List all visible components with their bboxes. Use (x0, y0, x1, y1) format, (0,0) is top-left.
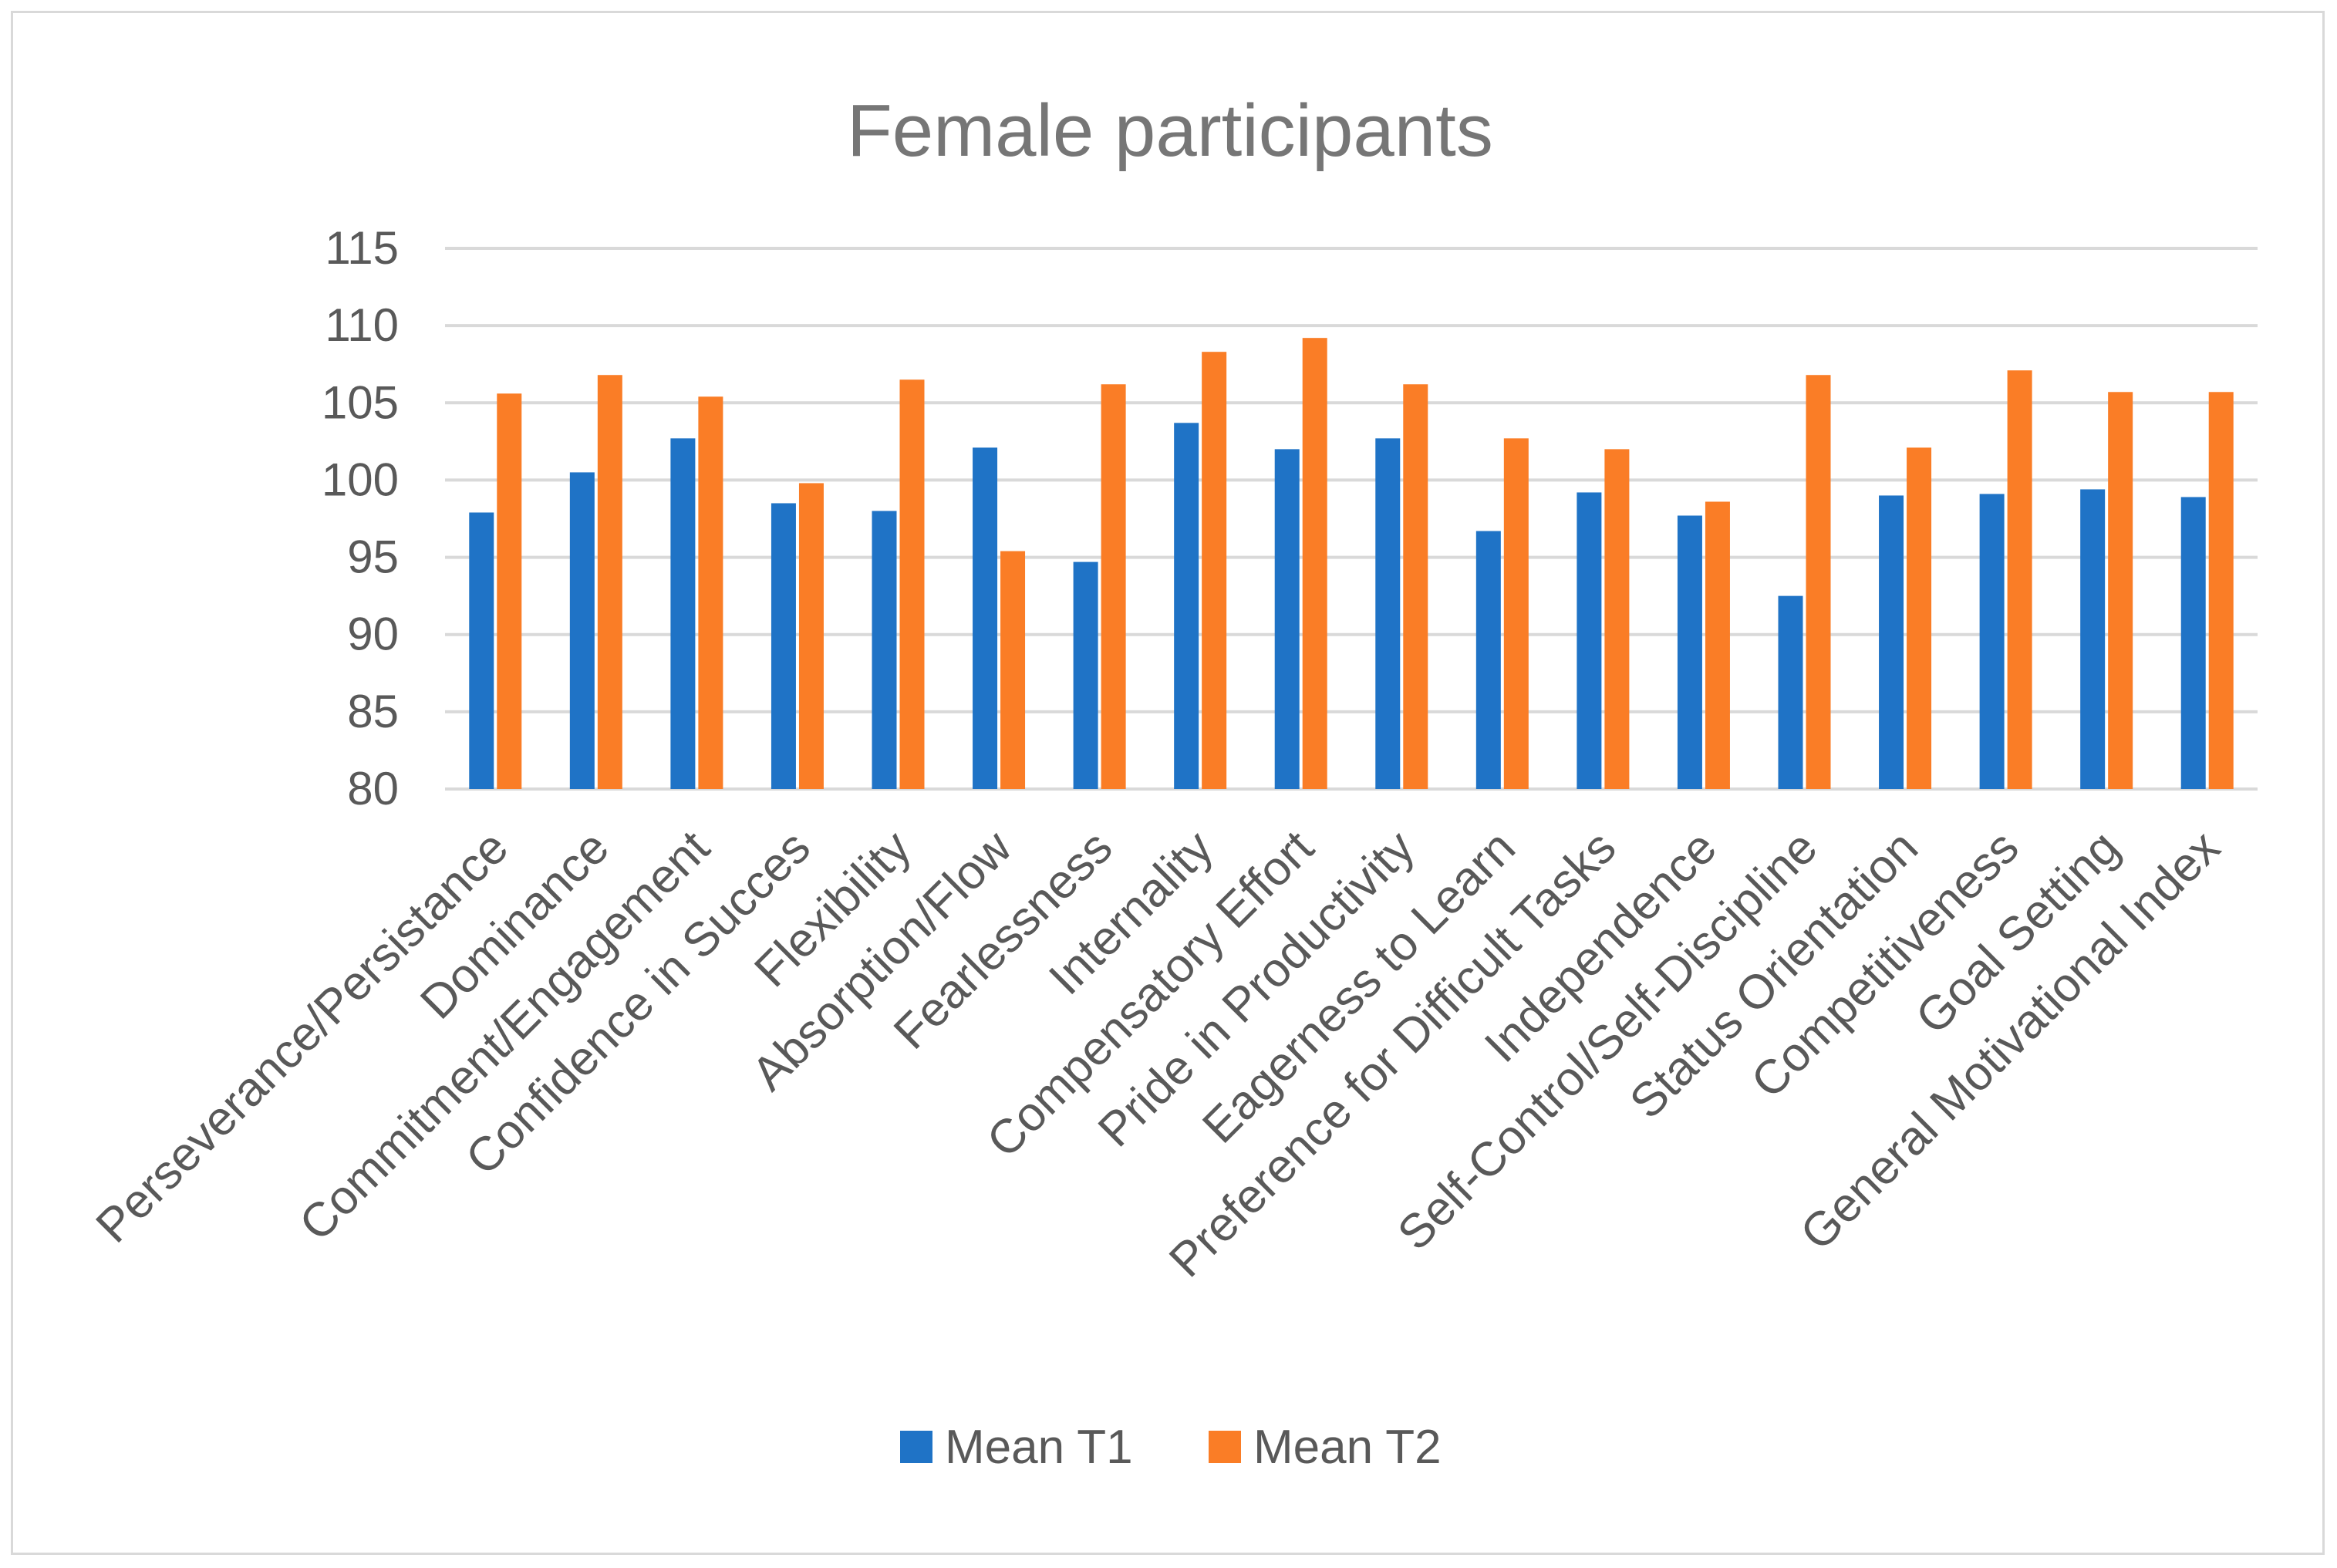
y-tick-label: 100 (322, 454, 399, 505)
bars (469, 338, 2234, 790)
bar-t2-16 (2108, 392, 2133, 789)
chart-title: Female participants (847, 89, 1493, 172)
bar-t2-11 (1604, 449, 1630, 789)
bar-t1-17 (2180, 497, 2206, 789)
bar-t1-9 (1375, 438, 1401, 789)
y-tick-label: 115 (325, 222, 399, 274)
y-tick-label: 105 (322, 376, 399, 428)
bar-t2-17 (2208, 392, 2234, 789)
bar-t2-13 (1806, 375, 1831, 790)
bar-t2-4 (899, 379, 925, 789)
bar-t1-16 (2080, 489, 2106, 789)
x-tick-label: Perseverance/Persistance (86, 821, 519, 1253)
y-tick-label: 80 (347, 763, 399, 814)
legend-label: Mean T2 (1253, 1421, 1442, 1474)
bar-t1-1 (569, 472, 595, 789)
bar-t2-12 (1705, 501, 1730, 789)
x-tick-label: Commitment/Engagement (289, 821, 720, 1251)
y-tick-label: 95 (347, 531, 399, 583)
bar-t1-12 (1677, 515, 1702, 789)
y-axis-ticks: 80 85 90 95 100 105 110 115 (322, 222, 399, 814)
legend-label: Mean T1 (945, 1421, 1133, 1474)
bar-t2-2 (698, 396, 723, 789)
bar-t2-14 (1907, 447, 1932, 789)
bar-t1-0 (469, 512, 494, 789)
bar-t2-15 (2007, 370, 2032, 789)
bar-t2-0 (497, 393, 522, 790)
legend: Mean T1 Mean T2 (900, 1421, 1442, 1474)
bar-t2-10 (1503, 438, 1529, 789)
bar-t1-6 (1073, 561, 1098, 789)
bar-t1-10 (1475, 531, 1501, 789)
legend-swatch-t2 (1209, 1431, 1241, 1463)
bar-t1-13 (1778, 595, 1803, 789)
chart-svg: Female participants 80 85 90 95 100 105 110 115… (86, 89, 2258, 1474)
legend-swatch-t1 (900, 1431, 932, 1463)
bar-t1-7 (1174, 423, 1199, 789)
bar-t1-5 (973, 447, 998, 789)
bar-t2-5 (1000, 551, 1026, 789)
bar-t2-8 (1302, 338, 1327, 789)
bar-t2-3 (798, 483, 824, 789)
bar-t1-4 (872, 511, 897, 789)
bar-t1-11 (1577, 492, 1602, 789)
y-tick-label: 85 (347, 686, 399, 737)
bar-t2-7 (1202, 352, 1227, 790)
y-tick-label: 90 (347, 609, 399, 660)
bar-t1-15 (1979, 494, 2005, 789)
gridlines (445, 247, 2258, 791)
chart-frame: Female participants 80 85 90 95 100 105 110 115… (11, 11, 2325, 1555)
bar-t2-1 (597, 375, 622, 790)
bar-t1-14 (1879, 495, 1904, 789)
bar-t1-2 (670, 438, 696, 789)
bar-t2-9 (1403, 384, 1428, 789)
x-axis-ticks: Perseverance/PersistanceDominanceCommitm… (86, 821, 2231, 1287)
bar-t1-8 (1274, 449, 1300, 789)
bar-t2-6 (1101, 384, 1126, 789)
y-tick-label: 110 (325, 299, 399, 351)
bar-t1-3 (771, 503, 796, 789)
